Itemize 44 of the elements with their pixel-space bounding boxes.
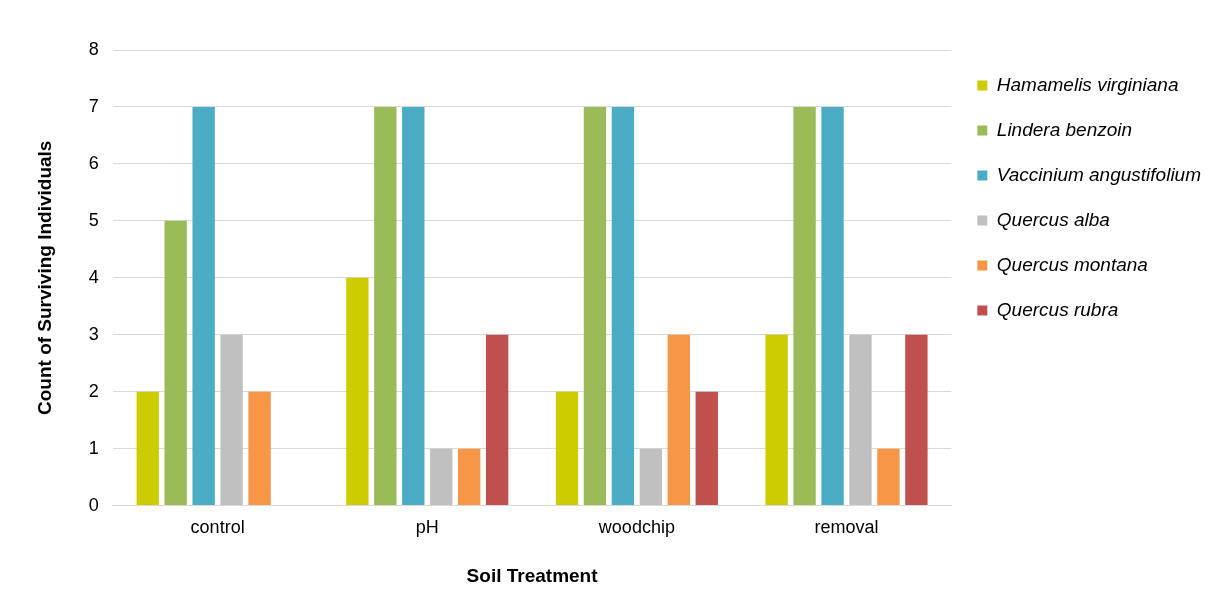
- legend-label: Hamamelis virginiana: [996, 73, 1179, 95]
- legend-label: Vaccinium angustifolium: [996, 163, 1202, 185]
- legend-label: Quercus alba: [996, 208, 1110, 230]
- bar: [905, 334, 928, 506]
- y-tick-label: 8: [88, 38, 99, 59]
- x-tick-label: pH: [415, 517, 439, 538]
- legend-label: Quercus rubra: [996, 298, 1119, 320]
- legend-label: Lindera benzoin: [996, 118, 1133, 140]
- bar: [611, 106, 635, 506]
- bar: [695, 391, 718, 506]
- legend-label: Quercus montana: [996, 253, 1148, 275]
- bar: [583, 106, 607, 506]
- y-tick-label: 4: [88, 266, 99, 287]
- bar: [765, 334, 788, 506]
- bar: [402, 106, 425, 506]
- y-axis-title: Count of Surviving Individuals: [33, 140, 55, 416]
- bar: [346, 277, 369, 506]
- bar: [458, 448, 481, 506]
- bar: [639, 448, 663, 506]
- bar: [793, 106, 816, 506]
- x-tick-label: removal: [814, 517, 879, 538]
- bar: [821, 106, 844, 506]
- y-tick-label: 3: [88, 323, 99, 344]
- bar: [555, 391, 579, 506]
- bar: [430, 448, 453, 506]
- y-tick-label: 1: [88, 437, 99, 458]
- x-axis-title: Soil Treatment: [466, 564, 599, 586]
- y-tick-label: 7: [88, 95, 99, 116]
- x-tick-label: control: [190, 517, 245, 538]
- y-tick-label: 6: [88, 152, 99, 173]
- bar: [192, 106, 215, 506]
- x-tick-label: woodchip: [597, 517, 675, 538]
- bar: [667, 334, 690, 506]
- bar: [136, 391, 159, 506]
- bar: [220, 334, 243, 506]
- bar: [485, 334, 509, 506]
- bar: [164, 220, 187, 506]
- bar: [248, 391, 271, 506]
- y-tick-label: 2: [88, 380, 99, 401]
- bar: [374, 106, 397, 506]
- y-tick-label: 0: [88, 494, 99, 515]
- bar: [849, 334, 872, 506]
- bar: [877, 448, 900, 506]
- y-tick-label: 5: [88, 209, 99, 230]
